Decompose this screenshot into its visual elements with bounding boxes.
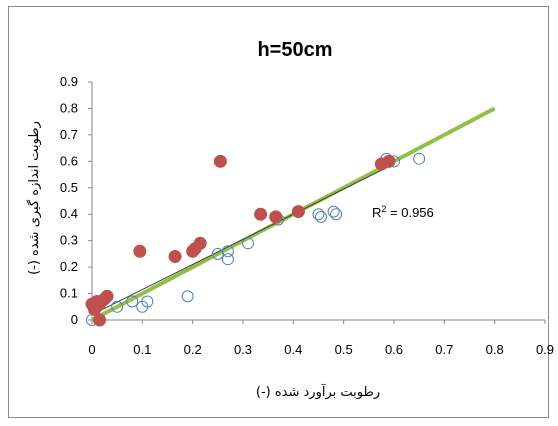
open-circle-point (181, 290, 194, 303)
r-squared-value: = 0.956 (386, 205, 433, 220)
y-tick-label: 0.2 (60, 259, 78, 274)
filled-circle-point (382, 154, 396, 168)
filled-circle-point (291, 205, 305, 219)
y-tick-label: 0.3 (60, 233, 78, 248)
x-tick-label: 0.9 (536, 342, 554, 357)
open-circle-point (141, 295, 154, 308)
x-tick-label: 0.2 (184, 342, 202, 357)
filled-circle-point (254, 207, 268, 221)
open-circle-point (330, 208, 343, 221)
filled-circle-point (213, 154, 227, 168)
open-circle-series (86, 152, 426, 326)
x-axis-label: رطوبت برآورد شده (-) (256, 383, 380, 400)
y-tick-label: 0.8 (60, 100, 78, 115)
x-tick-label: 0.8 (486, 342, 504, 357)
open-circle-point (327, 205, 340, 218)
y-tick-label: 0.5 (60, 180, 78, 195)
y-tick-label: 0.9 (60, 74, 78, 89)
y-tick-label: 0.6 (60, 153, 78, 168)
y-tick-label: 0.1 (60, 286, 78, 301)
x-tick-label: 0.7 (435, 342, 453, 357)
filled-circle-series (85, 154, 396, 327)
open-circle-point (413, 152, 426, 165)
filled-circle-point (93, 313, 107, 327)
open-circle-point (312, 208, 325, 221)
filled-circle-point (168, 250, 182, 264)
r-squared-annotation: R2 = 0.956 (372, 204, 434, 220)
filled-circle-point (269, 210, 283, 224)
chart-title: h=50cm (257, 39, 332, 61)
y-axis-label: رطوبت اندازه گیری شده (-) (26, 121, 42, 275)
filled-circle-point (193, 236, 207, 250)
y-tick-label: 0.7 (60, 127, 78, 142)
x-tick-labels: 0 0.1 0.2 0.3 0.4 0.5 0.6 0.7 0.8 0.9 (88, 342, 554, 357)
filled-circle-point (133, 244, 147, 258)
open-circle-point (221, 253, 234, 266)
x-tick-label: 0.3 (234, 342, 252, 357)
x-tick-label: 0 (88, 342, 95, 357)
x-tick-label: 0.4 (284, 342, 302, 357)
trend-line (91, 163, 395, 316)
filled-circle-point (100, 289, 114, 303)
open-circle-point (242, 237, 255, 250)
r-squared-superscript: 2 (381, 204, 386, 214)
open-circle-point (126, 295, 139, 308)
open-circle-point (111, 300, 124, 313)
r-squared-prefix: R (372, 205, 381, 220)
axes (88, 81, 546, 324)
x-tick-label: 0.5 (335, 342, 353, 357)
open-circle-point (315, 210, 328, 223)
x-tick-label: 0.1 (133, 342, 151, 357)
x-tick-label: 0.6 (385, 342, 403, 357)
y-tick-label: 0 (71, 312, 78, 327)
y-tick-label: 0.4 (60, 206, 78, 221)
open-circle-point (221, 245, 234, 258)
y-tick-labels: 0 0.1 0.2 0.3 0.4 0.5 0.6 0.7 0.8 0.9 (60, 74, 78, 327)
